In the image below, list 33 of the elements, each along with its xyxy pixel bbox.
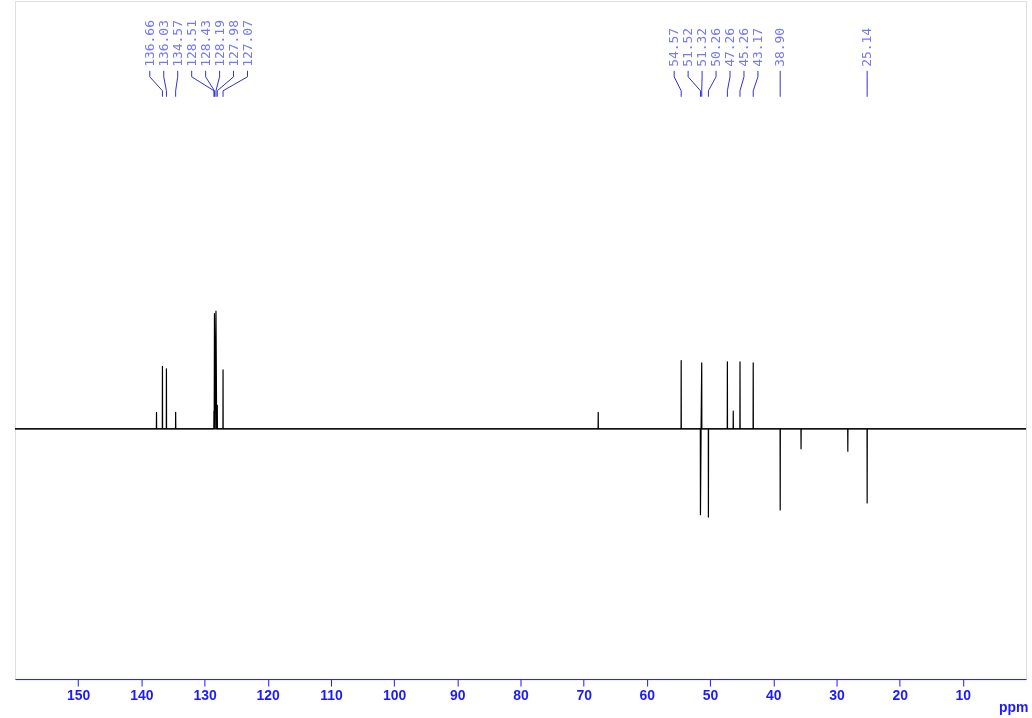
x-tick-label: 40	[765, 686, 782, 703]
x-tick-label: 130	[193, 686, 217, 703]
annotation: 136.03	[155, 20, 171, 67]
annotation: 50.26	[708, 27, 724, 67]
x-tick-label: 60	[639, 686, 656, 703]
x-tick-label: 110	[320, 686, 343, 703]
annotation: 128.19	[211, 20, 227, 67]
x-tick-label: 140	[130, 686, 154, 703]
annotation: 127.98	[225, 20, 241, 67]
annotation: 25.14	[859, 27, 875, 67]
annotation: 43.17	[749, 27, 765, 67]
annotation: 47.26	[722, 27, 737, 67]
x-axis-title: ppm	[999, 699, 1029, 716]
annotation: 51.32	[694, 27, 710, 67]
x-tick-label: 10	[955, 686, 972, 703]
annotation: 45.26	[735, 27, 751, 67]
annotation: 134.57	[169, 20, 185, 67]
annotation: 128.43	[197, 20, 213, 67]
x-tick-label: 80	[513, 686, 529, 703]
x-tick-label: 90	[450, 686, 466, 703]
x-tick-label: 120	[256, 686, 281, 703]
annotation: 38.90	[772, 27, 788, 67]
annotation: 127.07	[239, 20, 255, 67]
annotation: 51.52	[680, 27, 696, 67]
x-tick-label: 20	[892, 686, 909, 703]
x-tick-label: 30	[829, 686, 845, 703]
x-tick-label: 50	[702, 686, 719, 703]
x-tick-label: 100	[382, 686, 407, 703]
annotation: 54.57	[666, 27, 682, 67]
x-tick-label: 150	[67, 686, 91, 703]
annotation: 128.51	[183, 20, 199, 67]
annotation: 136.66	[141, 20, 157, 67]
x-tick-label: 70	[576, 686, 593, 703]
